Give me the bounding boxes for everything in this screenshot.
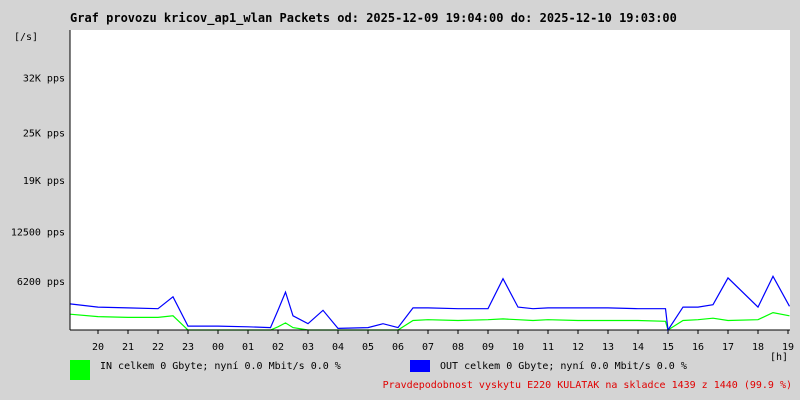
y-tick-label: 32K pps xyxy=(23,73,65,84)
x-tick-label: 03 xyxy=(302,342,314,353)
in-legend-label: IN celkem 0 Gbyte; nyní 0.0 Mbit/s 0.0 % xyxy=(100,361,341,372)
y-axis-label: [/s] xyxy=(14,32,38,43)
x-tick-label: 14 xyxy=(632,342,644,353)
footer-note: Pravdepodobnost vyskytu E220 KULATAK na … xyxy=(382,380,792,391)
x-tick-label: 06 xyxy=(392,342,404,353)
grid xyxy=(97,330,789,334)
series-line-out xyxy=(69,274,791,332)
out-legend-label: OUT celkem 0 Gbyte; nyní 0.0 Mbit/s 0.0 … xyxy=(440,361,687,372)
x-axis-label: [h] xyxy=(770,352,788,363)
out-legend-swatch xyxy=(410,360,430,372)
x-tick-label: 10 xyxy=(512,342,524,353)
x-tick-label: 19 xyxy=(782,342,794,353)
x-tick-label: 05 xyxy=(362,342,374,353)
x-tick-label: 17 xyxy=(722,342,734,353)
x-tick-label: 22 xyxy=(152,342,164,353)
axes: [/s] 32K pps 25K pps 19K pps 12500 pps 6200 p… xyxy=(11,30,794,363)
x-tick-label: 15 xyxy=(662,342,674,353)
y-tick-label: 25K pps xyxy=(23,129,65,140)
x-tick-label: 09 xyxy=(482,342,494,353)
x-tick-label: 21 xyxy=(122,342,134,353)
x-tick-label: 16 xyxy=(692,342,704,353)
x-tick-label: 12 xyxy=(572,342,584,353)
x-tick-label: 08 xyxy=(452,342,464,353)
x-tick-label: 11 xyxy=(542,342,554,353)
x-tick-label: 23 xyxy=(182,342,194,353)
plot-area xyxy=(70,30,790,330)
x-tick-label: 20 xyxy=(92,342,104,353)
in-legend-swatch xyxy=(70,360,90,380)
x-tick-label: 01 xyxy=(242,342,254,353)
x-tick-label: 18 xyxy=(752,342,764,353)
x-tick-label: 13 xyxy=(602,342,614,353)
y-tick-label: 6200 pps xyxy=(17,277,65,288)
x-tick-label: 04 xyxy=(332,342,344,353)
y-tick-label: 12500 pps xyxy=(11,227,65,238)
y-tick-label: 19K pps xyxy=(23,176,65,187)
chart-title: Graf provozu kricov_ap1_wlan Packets od:… xyxy=(70,11,677,25)
x-tick-label: 07 xyxy=(422,342,434,353)
x-tick-label: 02 xyxy=(272,342,284,353)
x-tick-label: 00 xyxy=(212,342,224,353)
